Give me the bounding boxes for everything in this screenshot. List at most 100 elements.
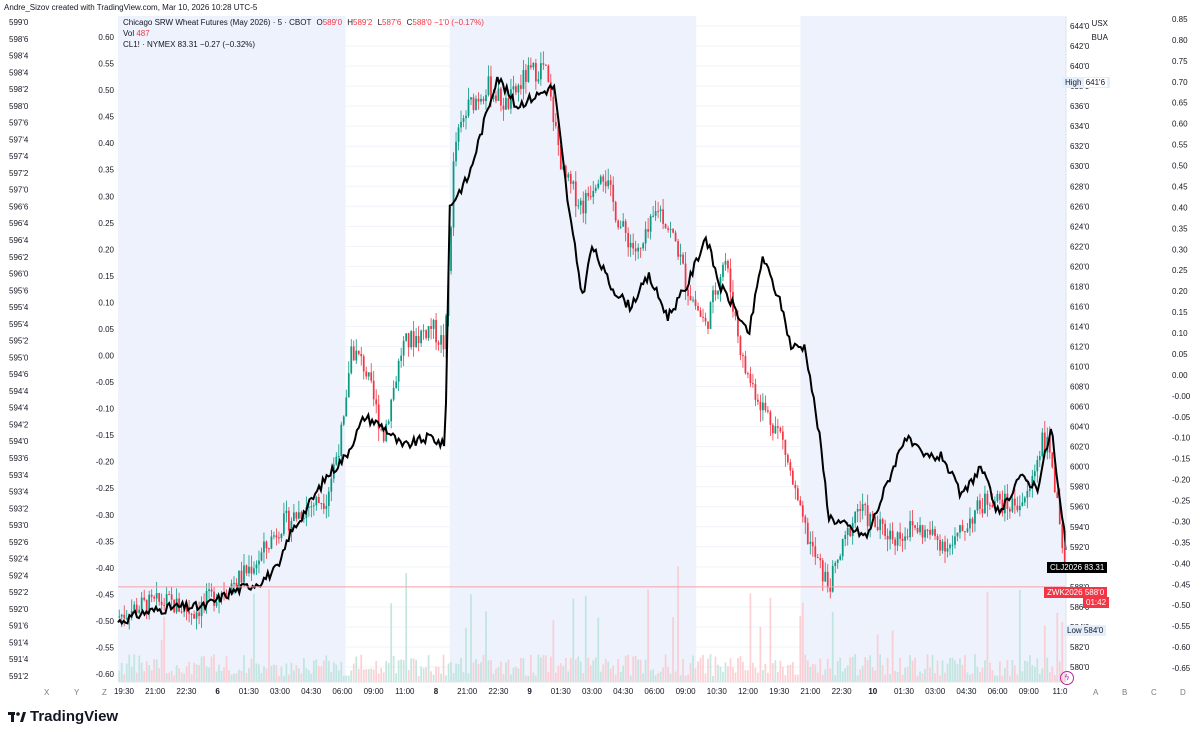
volume-bar-188 <box>587 657 590 682</box>
candle-body-373 <box>1048 437 1051 453</box>
volume-bar-30 <box>193 662 195 682</box>
candle-body-330 <box>941 541 944 551</box>
volume-bar-366 <box>1031 665 1034 682</box>
volume-bar-124 <box>427 655 430 682</box>
volume-bar-161 <box>520 657 522 682</box>
volume-bar-206 <box>632 656 635 682</box>
lightning-icon[interactable]: ϟ <box>1060 671 1074 685</box>
legend-c-label: C <box>406 18 413 27</box>
volume-bar-153 <box>500 661 502 682</box>
candle-body-238 <box>712 290 714 303</box>
volume-bar-245 <box>729 658 732 682</box>
legend-vol-label: Vol <box>123 29 135 38</box>
legend-o-value: 589'0 <box>322 18 343 27</box>
volume-bar-202 <box>622 665 625 682</box>
legend-cl-line[interactable]: CL1! · NYMEX 83.31 −0.27 (−0.32%) <box>123 40 256 49</box>
candle-body-84 <box>327 491 330 507</box>
candle-body-108 <box>387 421 390 424</box>
candle-body-87 <box>335 456 338 465</box>
candle-body-100 <box>367 372 370 377</box>
left-percent-tick-24: -0.60 <box>96 670 115 679</box>
volume-bar-250 <box>742 661 744 682</box>
right-price-tick-15: 614'0 <box>1070 322 1090 331</box>
candle-body-123 <box>425 330 427 339</box>
right-percent-tick-31: -0.65 <box>1172 664 1191 673</box>
candle-body-89 <box>340 424 343 456</box>
candle-body-272 <box>796 488 799 501</box>
nav-right-b[interactable]: B <box>1122 688 1128 697</box>
candle-body-318 <box>911 521 914 526</box>
candle-body-315 <box>904 536 906 541</box>
volume-bar-111 <box>395 673 398 682</box>
candle-body-266 <box>781 431 784 440</box>
volume-bar-171 <box>544 655 547 682</box>
volume-bar-283 <box>824 669 827 682</box>
candle-body-228 <box>687 289 689 297</box>
volume-bar-376 <box>1056 612 1059 682</box>
left-percent-tick-8: 0.20 <box>98 245 114 254</box>
candle-body-33 <box>200 601 203 617</box>
volume-bar-179 <box>564 657 567 682</box>
volume-bar-137 <box>460 657 462 682</box>
volume-bar-282 <box>821 674 824 682</box>
volume-bar-12 <box>148 665 151 682</box>
candle-body-146 <box>482 98 485 102</box>
volume-bar-279 <box>814 664 817 682</box>
volume-bar-177 <box>559 663 562 682</box>
nav-left-x[interactable]: X <box>44 688 50 697</box>
volume-bar-74 <box>302 658 305 682</box>
candle-body-226 <box>682 254 684 264</box>
legend-c-value: 588'0 <box>412 18 432 27</box>
candle-body-39 <box>215 601 218 606</box>
legend: Chicago SRW Wheat Futures (May 2026) · 5… <box>123 17 484 50</box>
candle-body-59 <box>265 541 268 549</box>
right-percent-tick-5: 0.60 <box>1172 120 1188 129</box>
volume-bar-76 <box>307 670 310 682</box>
nav-right-a[interactable]: A <box>1093 688 1099 697</box>
currency-bua[interactable]: BUA <box>1091 33 1108 42</box>
candle-body-363 <box>1023 497 1026 503</box>
volume-bar-310 <box>891 630 894 682</box>
volume-bar-11 <box>145 661 148 682</box>
volume-bar-101 <box>370 668 373 682</box>
left-percent-tick-21: -0.45 <box>96 590 115 599</box>
candle-body-154 <box>502 105 505 110</box>
volume-bar-274 <box>801 602 804 682</box>
x-tick-8: 09:00 <box>364 687 385 696</box>
candle-body-216 <box>657 211 659 213</box>
right-percent-tick-24: -0.30 <box>1172 517 1191 526</box>
x-tick-0: 19:30 <box>114 687 135 696</box>
volume-bar-297 <box>859 669 862 682</box>
candle-body-69 <box>290 521 293 531</box>
volume-bar-349 <box>989 662 991 682</box>
volume-bar-257 <box>759 626 762 682</box>
candle-body-50 <box>243 565 245 583</box>
nav-left-z[interactable]: Z <box>102 688 107 697</box>
volume-bar-338 <box>961 664 964 682</box>
volume-bar-29 <box>190 674 193 682</box>
candle-body-377 <box>1058 497 1061 525</box>
x-tick-28: 06:00 <box>988 687 1009 696</box>
nav-right-c[interactable]: C <box>1151 688 1157 697</box>
volume-bar-317 <box>909 655 911 682</box>
right-percent-tick-11: 0.30 <box>1172 245 1188 254</box>
currency-usx[interactable]: USX <box>1091 19 1108 28</box>
volume-bar-278 <box>811 663 814 682</box>
candle-body-273 <box>799 500 802 506</box>
candle-body-255 <box>754 384 757 400</box>
right-percent-tick-26: -0.40 <box>1172 559 1191 568</box>
candle-body-369 <box>1038 456 1041 461</box>
right-percent-tick-25: -0.35 <box>1172 538 1191 547</box>
volume-bar-143 <box>475 659 477 682</box>
right-percent-tick-12: 0.25 <box>1172 266 1188 275</box>
volume-bar-321 <box>919 671 921 682</box>
candle-body-218 <box>662 209 664 224</box>
nav-right-d[interactable]: D <box>1180 688 1186 697</box>
legend-symbol[interactable]: Chicago SRW Wheat Futures (May 2026) · 5… <box>123 18 312 27</box>
volume-bar-24 <box>178 668 180 682</box>
left-spread-tick-21: 594'6 <box>9 370 29 379</box>
nav-left-y[interactable]: Y <box>74 688 80 697</box>
candle-body-155 <box>505 98 507 110</box>
right-price-tick-11: 622'0 <box>1070 242 1090 251</box>
